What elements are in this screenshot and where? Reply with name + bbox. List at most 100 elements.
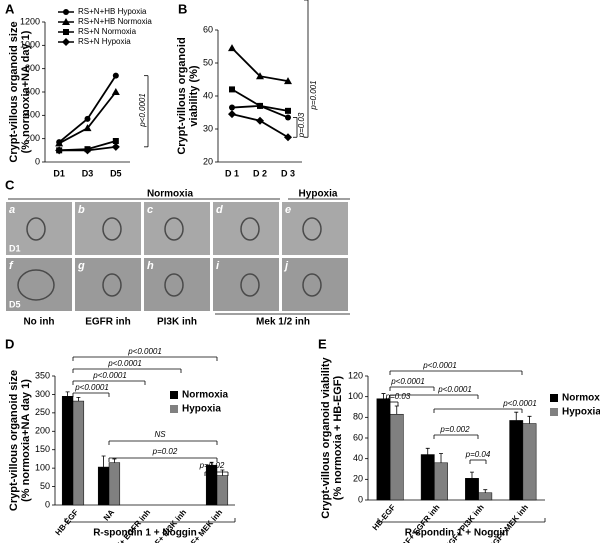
annotation: p<0.0001 xyxy=(92,371,127,380)
y-tick-label: 1200 xyxy=(20,16,40,26)
y-tick-label: 350 xyxy=(35,370,50,380)
error-bar xyxy=(483,489,488,493)
group-label: R-spondin 1 + Noggin xyxy=(93,528,197,539)
legend-swatch xyxy=(170,405,178,413)
marker xyxy=(229,86,235,93)
bar xyxy=(61,396,74,506)
bar xyxy=(72,400,85,506)
annotation: p<0.0001 xyxy=(138,93,147,128)
annotation: p<0.0001 xyxy=(437,385,472,394)
marker xyxy=(284,77,292,85)
y-tick-label: 0 xyxy=(45,499,50,509)
legend-swatch xyxy=(550,408,558,416)
y-tick-label: 60 xyxy=(353,432,363,442)
y-axis-label: viability (%) xyxy=(188,65,200,126)
marker xyxy=(111,88,120,95)
legend-label: RS+N+HB Normoxia xyxy=(78,17,152,26)
error-bar xyxy=(469,471,474,479)
annotation: p<0.0001 xyxy=(74,383,109,392)
legend-label: RS+N Normoxia xyxy=(78,27,137,36)
marker xyxy=(55,146,64,155)
y-tick-label: 1000 xyxy=(20,40,40,50)
marker xyxy=(62,18,70,25)
bar xyxy=(478,492,493,501)
organoid xyxy=(102,217,122,241)
micrograph xyxy=(75,202,141,255)
marker xyxy=(112,72,119,79)
y-axis-label: (% normoxia+NA day 1) xyxy=(20,30,32,153)
y-axis-label: Crypt-villous organoid size xyxy=(8,370,20,511)
micrograph xyxy=(6,202,72,255)
annotation: p=0.02 xyxy=(199,461,225,470)
x-tick-label: D 3 xyxy=(281,168,295,178)
organoid xyxy=(164,273,184,297)
image-letter: i xyxy=(216,260,220,272)
image-letter: h xyxy=(147,260,154,272)
legend-swatch xyxy=(170,391,178,399)
annotation: p<0.0001 xyxy=(107,359,142,368)
organoid xyxy=(164,217,184,241)
column-label: No inh xyxy=(23,317,54,328)
error-bar xyxy=(527,415,532,424)
marker xyxy=(256,72,264,80)
error-bar xyxy=(439,453,444,463)
error-bar xyxy=(220,469,225,476)
organoid xyxy=(102,273,122,297)
bar xyxy=(434,462,448,501)
panel-label: C xyxy=(5,177,15,192)
micrograph xyxy=(213,202,279,255)
marker xyxy=(83,146,92,155)
organoid xyxy=(302,273,322,297)
annotation: p=0.03 xyxy=(385,392,411,401)
column-label: PI3K inh xyxy=(157,317,197,328)
marker xyxy=(228,110,236,119)
condition-label: Normoxia xyxy=(147,189,194,200)
legend-swatch xyxy=(550,394,558,402)
bar xyxy=(376,398,391,501)
micrograph xyxy=(282,202,348,255)
image-letter: a xyxy=(9,204,15,216)
image-letter: j xyxy=(283,260,289,272)
y-tick-label: 200 xyxy=(25,133,40,143)
marker xyxy=(257,102,263,109)
x-tick-label: D1 xyxy=(53,168,65,178)
annotation: p=0.04 xyxy=(465,450,491,459)
legend-label: Normoxia xyxy=(182,390,229,401)
y-tick-label: 20 xyxy=(203,156,213,166)
panel-label: E xyxy=(318,336,327,351)
image-letter: d xyxy=(216,204,223,216)
y-tick-label: 50 xyxy=(203,57,213,67)
annotation: p<0.0001 xyxy=(502,399,537,408)
x-tick-label: D 1 xyxy=(225,168,239,178)
column-label: EGFR inh xyxy=(85,317,131,328)
y-tick-label: 40 xyxy=(353,453,363,463)
micrograph xyxy=(75,258,141,311)
annotation: p=0.02 xyxy=(152,447,178,456)
organoid xyxy=(302,217,322,241)
error-bar xyxy=(101,455,106,468)
image-letter: g xyxy=(77,260,85,272)
image-letter: c xyxy=(147,204,153,216)
marker xyxy=(55,139,64,147)
row-label: D1 xyxy=(9,243,21,253)
x-tick-label: NA xyxy=(102,508,116,523)
x-tick-label: D5 xyxy=(110,168,122,178)
x-tick-label: HB-EGF xyxy=(371,503,398,532)
bar xyxy=(420,454,435,501)
y-tick-label: 80 xyxy=(353,412,363,422)
marker xyxy=(285,107,291,114)
error-bar xyxy=(381,393,386,399)
bar xyxy=(465,478,479,501)
bar xyxy=(97,466,110,506)
y-tick-label: 30 xyxy=(203,123,213,133)
error-bar xyxy=(65,391,70,397)
micrograph xyxy=(144,258,210,311)
error-bar xyxy=(514,411,519,421)
x-tick-label: HB-EGF xyxy=(54,508,81,537)
y-tick-label: 100 xyxy=(35,463,50,473)
marker xyxy=(63,9,69,15)
marker xyxy=(284,133,292,142)
marker xyxy=(111,142,120,151)
error-bar xyxy=(394,405,399,415)
